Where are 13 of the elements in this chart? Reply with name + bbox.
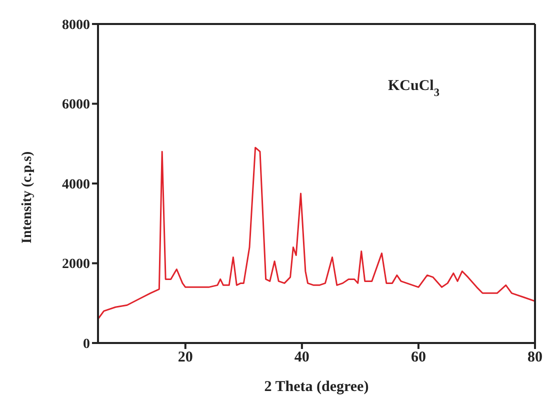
annotation: KCuCl$_{3}$ [388,78,440,99]
y-tick-label: 0 [83,336,90,352]
y-tick-label: 6000 [62,98,90,113]
x-tick-label: 60 [410,350,426,366]
y-axis-title: Intensity (c.p.s) [20,150,35,244]
x-tick-label: 80 [528,350,542,366]
y-tick-label: 4000 [62,177,90,192]
y-tick-label: 8000 [62,18,90,33]
x-axis-title: 2 Theta (degree) [264,379,369,395]
line-series [98,146,535,320]
y-tick-label: 2000 [62,257,90,272]
x-tick-label: 20 [178,350,193,366]
x-tick-label: 40 [294,350,310,366]
